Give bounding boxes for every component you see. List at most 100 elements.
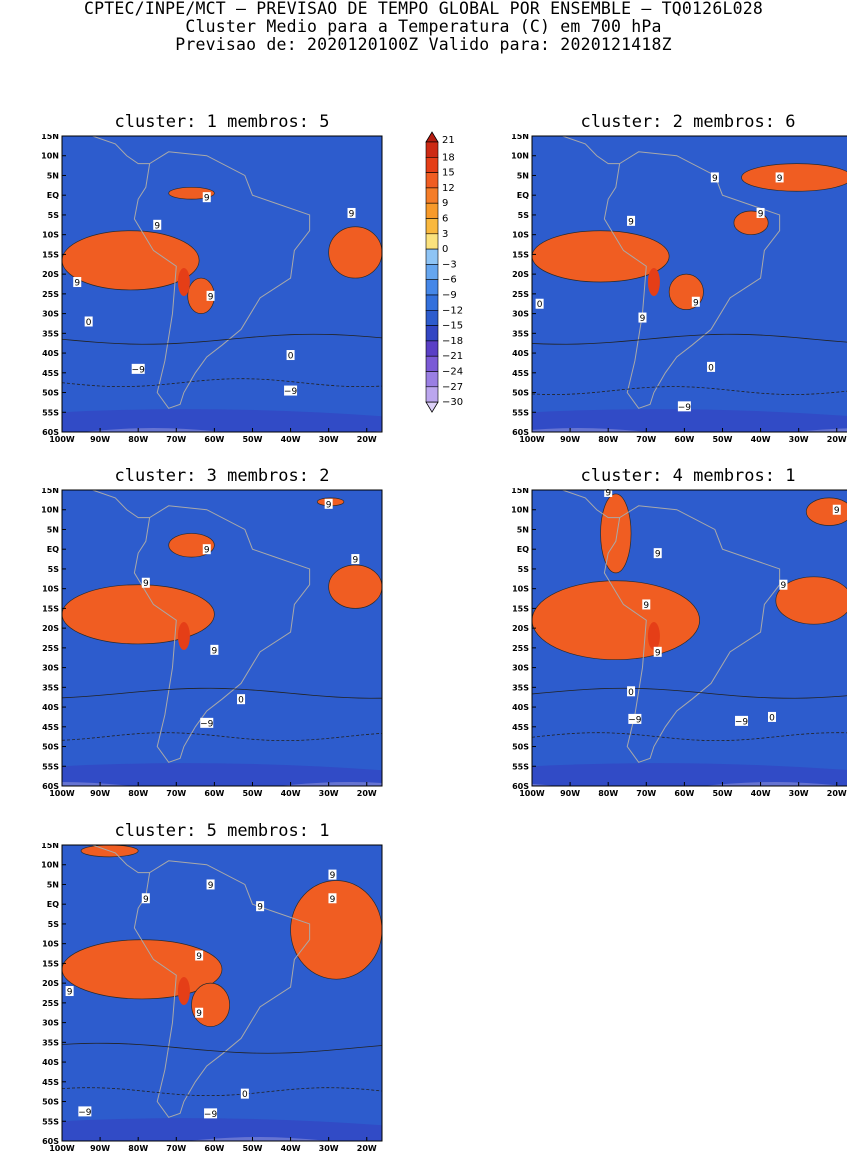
continent-outline xyxy=(133,505,311,763)
contour-label-box xyxy=(779,579,788,590)
colorbar-level-label: −12 xyxy=(442,305,463,316)
header-line-2: Cluster Medio para a Temperatura (C) em … xyxy=(185,17,662,36)
colorbar-swatch xyxy=(425,279,439,296)
lat-label: 55S xyxy=(42,1117,59,1126)
contour-label-box xyxy=(141,893,150,904)
colorbar-bottom-arrow xyxy=(425,401,439,413)
lon-label: 80W xyxy=(128,435,148,444)
lon-label: 60W xyxy=(204,435,224,444)
colorbar-level-label: −21 xyxy=(442,351,463,362)
colorbar-swatch xyxy=(425,294,439,311)
contour-minus9 xyxy=(532,386,847,395)
lon-label: 60W xyxy=(674,789,694,798)
hot-core xyxy=(177,622,190,651)
lon-label: 60W xyxy=(204,1144,224,1153)
lon-label: 30W xyxy=(789,435,809,444)
map-panel-cluster-1: cluster: 1 membros: 5 9 9 9 9 9 0 0 −9 −9 15N 10N 5… xyxy=(0,112,400,452)
colorbar-swatch xyxy=(425,386,439,403)
lon-label: 100W xyxy=(49,435,75,444)
colorbar-swatch xyxy=(425,371,439,388)
contour-label-box xyxy=(200,717,214,728)
contour-label: 9 xyxy=(74,279,80,289)
contour-label-box xyxy=(677,401,691,412)
temperature-map: 9 9 9 9 9 0 −9 15N 10N 5N EQ 5S 10S 15S 20S 25S 30S 35S 40… xyxy=(41,488,383,798)
contour-label: 9 xyxy=(330,871,336,881)
lat-label: 40S xyxy=(512,349,529,358)
colorbar-swatch xyxy=(425,248,439,265)
lat-label: 15S xyxy=(512,250,529,259)
contour-label: 0 xyxy=(242,1090,248,1100)
lon-label: 100W xyxy=(519,435,545,444)
colorbar-swatch xyxy=(425,172,439,189)
header-line-1: CPTEC/INPE/MCT – PREVISAO DE TEMPO GLOBA… xyxy=(84,0,763,18)
contour-label-box xyxy=(653,548,662,559)
lat-label: 15S xyxy=(42,250,59,259)
contour-label: 0 xyxy=(86,318,92,328)
lon-label: 30W xyxy=(789,789,809,798)
contour-label-box xyxy=(638,312,647,323)
contour-zero xyxy=(62,333,382,345)
contour-label-box xyxy=(206,879,215,890)
panel-title: cluster: 5 membros: 1 xyxy=(114,821,330,841)
contour-label: 9 xyxy=(640,314,646,324)
lon-label: 30W xyxy=(319,1144,339,1153)
contour-label: 9 xyxy=(655,648,661,658)
contour-label-box xyxy=(78,1106,92,1117)
colorbar-level-label: −9 xyxy=(442,290,457,301)
lat-label: 30S xyxy=(512,310,529,319)
contour-minus9 xyxy=(532,732,847,742)
lat-label: 40S xyxy=(512,703,529,712)
contour-label: −9 xyxy=(678,403,692,413)
map-frame xyxy=(61,489,383,787)
colorbar-level-label: −18 xyxy=(442,336,463,347)
colorbar-swatch xyxy=(425,340,439,357)
colorbar-swatch xyxy=(425,187,439,204)
warm-anomaly xyxy=(741,163,847,192)
contour-label-box xyxy=(256,901,265,912)
lon-label: 70W xyxy=(166,1144,186,1153)
lat-label: 25S xyxy=(512,290,529,299)
contour-label: 9 xyxy=(712,174,718,184)
lat-label: 50S xyxy=(42,1098,59,1107)
contour-label: 0 xyxy=(628,688,634,698)
contour-label-box xyxy=(347,207,356,218)
lon-label: 50W xyxy=(712,789,732,798)
lat-label: 10S xyxy=(512,231,529,240)
colorbar-top-arrow xyxy=(425,131,439,143)
contour-label: −9 xyxy=(200,719,214,729)
contour-label: 9 xyxy=(605,488,611,498)
contour-label: 0 xyxy=(769,713,775,723)
contour-label-box xyxy=(202,544,211,555)
lon-label: 40W xyxy=(751,435,771,444)
lat-label: 10N xyxy=(41,152,59,161)
lat-label: 55S xyxy=(512,408,529,417)
lat-label: 5S xyxy=(48,211,60,220)
lat-label: 10N xyxy=(41,861,59,870)
temperature-band xyxy=(62,136,382,432)
map-panel-cluster-2: cluster: 2 membros: 6 9 9 9 9 9 9 0 0 −9 15N 10N 5N… xyxy=(470,112,847,452)
lon-label: 30W xyxy=(319,789,339,798)
contour-label-box xyxy=(237,694,246,705)
lat-label: 25S xyxy=(512,644,529,653)
colorbar-swatch xyxy=(425,218,439,235)
lat-label: 30S xyxy=(512,664,529,673)
colorbar-swatch xyxy=(425,233,439,250)
lat-label: EQ xyxy=(47,191,59,200)
lat-label: 35S xyxy=(42,329,59,338)
colorbar-swatch xyxy=(425,156,439,173)
lon-label: 100W xyxy=(519,789,545,798)
contour-zero xyxy=(62,1042,382,1054)
temperature-map: 9 9 9 9 9 9 9 9 0 −9 −9 15N 10N 5N EQ 5S 10S 15S 20S 25S 30S… xyxy=(41,843,383,1153)
lat-label: 15N xyxy=(41,488,59,495)
central-america-outline xyxy=(88,845,150,874)
lat-label: 50S xyxy=(42,743,59,752)
colorbar-level-label: 0 xyxy=(442,244,448,255)
contour-label: 9 xyxy=(834,506,840,516)
colorbar-level-label: −6 xyxy=(442,275,457,286)
contour-label: 9 xyxy=(67,988,73,998)
cold-region xyxy=(62,409,382,432)
contour-label: 0 xyxy=(288,352,294,362)
warm-anomaly xyxy=(328,226,382,279)
contour-label-box xyxy=(735,715,749,726)
lat-label: 20S xyxy=(42,624,59,633)
